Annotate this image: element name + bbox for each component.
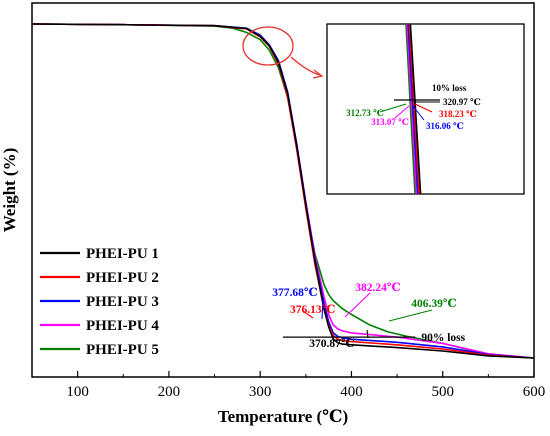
inset-annotation-label: 313.07 ℃ bbox=[371, 117, 409, 127]
inset-annotation-arrow bbox=[379, 103, 407, 113]
annotation-arrow bbox=[321, 298, 324, 320]
x-axis-title: Temperature (℃) bbox=[218, 407, 348, 426]
plot-frame bbox=[31, 2, 535, 378]
annotation-label: 377.68℃ bbox=[272, 287, 318, 299]
x-tick-label: 100 bbox=[66, 384, 89, 400]
inset-line bbox=[406, 23, 418, 195]
inset-annotation-label: 316.06 ℃ bbox=[426, 121, 464, 131]
inset-annotation-arrow bbox=[394, 105, 410, 119]
zoom-circle bbox=[242, 26, 294, 66]
annotation-arrow bbox=[366, 329, 369, 339]
annotation-arrow bbox=[344, 292, 371, 318]
legend-label-4: PHEI-PU 4 bbox=[86, 318, 159, 334]
inset-annotation-label: 320.97 ℃ bbox=[443, 97, 481, 107]
inset-annotation-label: 312.73 ℃ bbox=[346, 108, 384, 118]
inset-line bbox=[405, 23, 416, 195]
inset-panel: 10% loss 320.97 ℃ 318.23 ℃ 316.06 ℃ 313.07 … bbox=[326, 23, 525, 195]
annotation-label: 382.24℃ bbox=[355, 282, 401, 294]
inset-annotation-arrow bbox=[412, 105, 425, 121]
annotation-label: 376.13℃ bbox=[290, 304, 336, 316]
x-tick-label: 200 bbox=[158, 384, 181, 400]
series-line-1 bbox=[31, 23, 535, 359]
annotation-arrow bbox=[388, 309, 433, 322]
inset-line bbox=[408, 23, 420, 195]
inset-annotation-arrow bbox=[414, 103, 433, 113]
annotation-label: 370.87℃ bbox=[309, 338, 355, 350]
reference-line-layer: 90% loss bbox=[283, 332, 466, 344]
legend-label-5: PHEI-PU 5 bbox=[86, 342, 159, 358]
legend-label-2: PHEI-PU 2 bbox=[86, 270, 159, 286]
legend-label-3: PHEI-PU 3 bbox=[86, 294, 159, 310]
inset-annotation-label: 318.23 ℃ bbox=[439, 109, 477, 119]
annotation-arrow bbox=[302, 310, 314, 319]
legend-label-1: PHEI-PU 1 bbox=[86, 246, 159, 262]
annotation-label: 406.39℃ bbox=[411, 298, 457, 310]
y-axis-title: Weight (%) bbox=[0, 148, 19, 233]
zoom-arrow-head bbox=[312, 69, 324, 79]
x-axis-ticks: 100 200 300 400 500 600 bbox=[31, 371, 546, 400]
zoom-arrow bbox=[290, 56, 321, 76]
ref-line-label: 90% loss bbox=[421, 332, 465, 344]
annotation-layer: 370.87℃ 376.13℃ 377.68℃ 382.24℃ 406.39℃ bbox=[272, 282, 457, 350]
legend: PHEI-PU 1 PHEI-PU 2 PHEI-PU 3 PHEI-PU 4 PHEI… bbox=[40, 246, 159, 358]
x-tick-label: 300 bbox=[249, 384, 272, 400]
x-tick-label: 600 bbox=[523, 384, 546, 400]
x-tick-label: 400 bbox=[340, 384, 363, 400]
inset-loss-label: 10% loss bbox=[432, 83, 467, 93]
inset-line bbox=[407, 23, 419, 195]
x-tick-label: 500 bbox=[431, 384, 454, 400]
